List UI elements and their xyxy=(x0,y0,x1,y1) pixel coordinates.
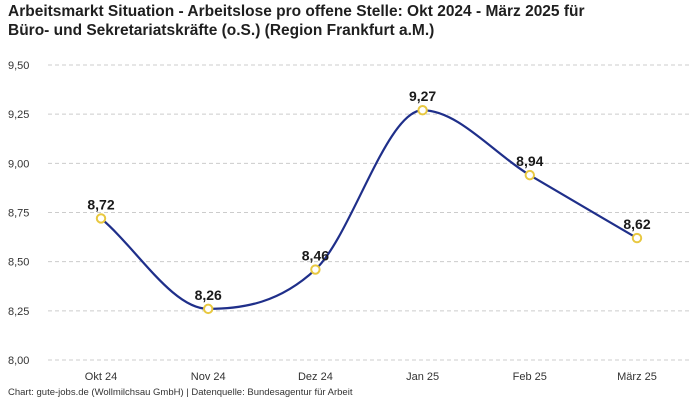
x-tick-label: Nov 24 xyxy=(191,371,226,383)
y-tick-label: 9,50 xyxy=(8,60,29,72)
data-label: 9,27 xyxy=(409,88,436,104)
y-tick-label: 8,25 xyxy=(8,306,29,318)
y-tick-label: 8,75 xyxy=(8,208,29,220)
data-label: 8,46 xyxy=(302,248,329,264)
y-tick-label: 9,25 xyxy=(8,109,29,121)
chart-title: Arbeitsmarkt Situation - Arbeitslose pro… xyxy=(8,2,692,40)
y-tick-label: 8,00 xyxy=(8,355,29,367)
data-point xyxy=(95,213,107,224)
data-label: 8,72 xyxy=(87,196,114,212)
data-point xyxy=(631,232,643,244)
source-footer: Chart: gute-jobs.de (Wollmilchsau GmbH) … xyxy=(8,387,353,398)
data-label: 8,26 xyxy=(195,287,222,303)
chart-title-line-1: Arbeitsmarkt Situation - Arbeitslose pro… xyxy=(8,3,585,20)
x-tick-label: Feb 25 xyxy=(513,371,547,383)
chart-title-line-2: Büro- und Sekretariatskräfte (o.S.) (Reg… xyxy=(8,22,435,39)
x-tick-label: Jan 25 xyxy=(406,371,439,383)
data-point xyxy=(417,105,428,116)
y-tick-label: 9,00 xyxy=(8,158,29,170)
y-tick-label: 8,50 xyxy=(8,257,29,269)
series-line xyxy=(100,109,638,310)
x-tick-label: Okt 24 xyxy=(85,371,117,383)
data-point xyxy=(524,169,535,181)
data-label: 8,62 xyxy=(623,216,650,232)
data-point xyxy=(203,303,214,315)
x-tick-label: März 25 xyxy=(617,371,657,383)
data-point xyxy=(310,264,321,275)
data-label: 8,94 xyxy=(516,153,543,169)
x-tick-label: Dez 24 xyxy=(298,371,333,383)
